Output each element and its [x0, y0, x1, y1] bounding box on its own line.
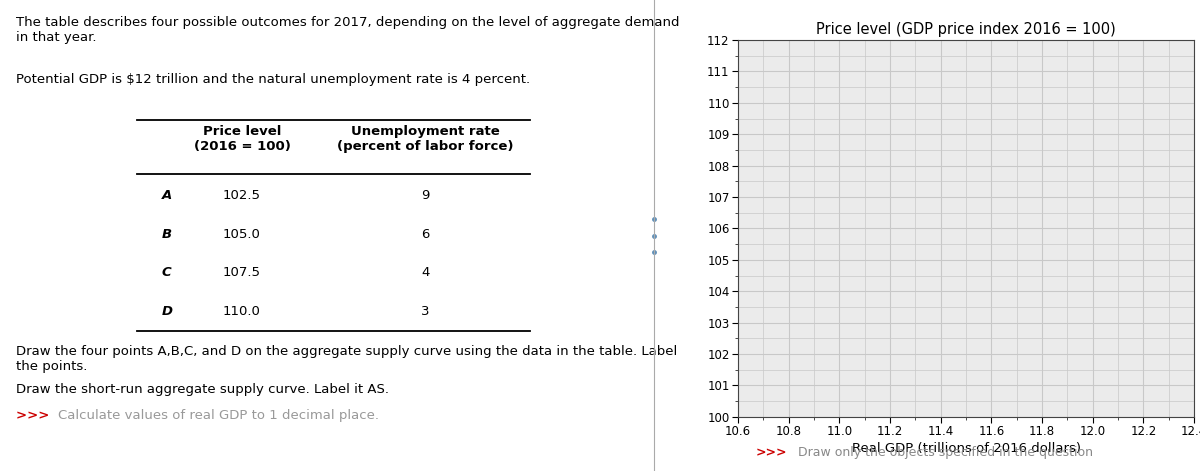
- Text: Draw the short-run aggregate supply curve. Label it AS.: Draw the short-run aggregate supply curv…: [17, 383, 389, 396]
- Title: Price level (GDP price index 2016 = 100): Price level (GDP price index 2016 = 100): [816, 23, 1116, 38]
- Text: Calculate values of real GDP to 1 decimal place.: Calculate values of real GDP to 1 decima…: [58, 409, 378, 422]
- Text: A: A: [162, 189, 172, 202]
- Text: >>>: >>>: [756, 446, 787, 459]
- Text: 102.5: 102.5: [223, 189, 260, 202]
- Text: C: C: [162, 266, 172, 279]
- Text: Draw the four points A,B,C, and D on the aggregate supply curve using the data i: Draw the four points A,B,C, and D on the…: [17, 345, 678, 373]
- Text: Price level
(2016 = 100): Price level (2016 = 100): [193, 125, 290, 153]
- Text: >>>: >>>: [17, 409, 54, 422]
- Text: Unemployment rate
(percent of labor force): Unemployment rate (percent of labor forc…: [337, 125, 514, 153]
- Text: 110.0: 110.0: [223, 305, 260, 318]
- Text: B: B: [162, 227, 172, 241]
- Text: 105.0: 105.0: [223, 227, 260, 241]
- Text: 6: 6: [421, 227, 430, 241]
- Text: 107.5: 107.5: [223, 266, 260, 279]
- Text: 4: 4: [421, 266, 430, 279]
- Text: 9: 9: [421, 189, 430, 202]
- Text: Potential GDP is $12 trillion and the natural unemployment rate is 4 percent.: Potential GDP is $12 trillion and the na…: [17, 73, 530, 86]
- Text: D: D: [161, 305, 173, 318]
- Text: 3: 3: [421, 305, 430, 318]
- Text: Draw only the objects specified in the question: Draw only the objects specified in the q…: [794, 446, 1093, 459]
- X-axis label: Real GDP (trillions of 2016 dollars): Real GDP (trillions of 2016 dollars): [852, 442, 1080, 455]
- Text: The table describes four possible outcomes for 2017, depending on the level of a: The table describes four possible outcom…: [17, 16, 680, 44]
